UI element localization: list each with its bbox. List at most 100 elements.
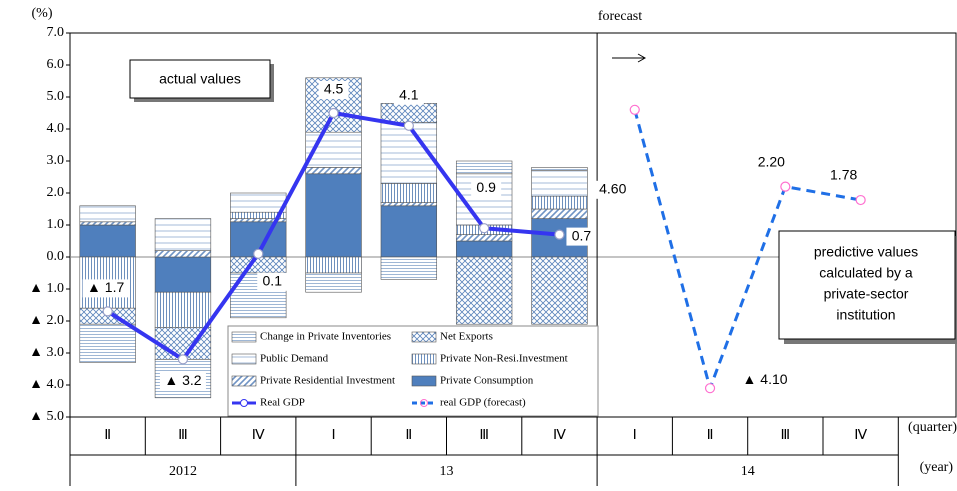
line <box>633 109 861 394</box>
value-label-bg <box>471 179 502 198</box>
value-label: 0.9 <box>476 179 496 195</box>
year-label: 14 <box>741 464 755 479</box>
value-label-bg <box>593 180 632 199</box>
line-marker <box>253 248 264 259</box>
line-marker <box>403 120 414 131</box>
value-label: 4.60 <box>599 181 626 197</box>
line-marker <box>704 383 716 394</box>
value-label: 1.78 <box>830 167 857 183</box>
x-tick-label: Ⅲ <box>479 428 489 443</box>
value-label-bg <box>318 81 349 99</box>
legend-label: Real GDP <box>260 397 305 409</box>
legend-label: Net Exports <box>440 331 493 343</box>
line-marker <box>855 194 866 206</box>
bar-segment <box>455 240 513 258</box>
bar-segment <box>531 256 588 325</box>
line-marker <box>479 223 490 234</box>
actual-annotation: actual values <box>129 59 274 102</box>
legend-marker <box>240 399 248 407</box>
legend-label: real GDP (forecast) <box>440 397 526 409</box>
bar-segment <box>305 272 362 293</box>
bar-segment <box>154 218 212 251</box>
bar-segment <box>79 323 136 363</box>
legend-label: Private Residential Investment <box>260 375 395 387</box>
legend-label: Change in Private Inventories <box>260 331 391 343</box>
y-tick-label: ▲ 3.0 <box>29 345 64 360</box>
x-tick-label: Ⅰ <box>633 428 637 443</box>
y-tick-label: ▲ 4.0 <box>29 377 64 392</box>
value-label-bg <box>738 371 793 390</box>
legend-label: Private Non-Resi.Investment <box>440 353 568 365</box>
legend-marker <box>420 399 428 407</box>
bar-segment <box>305 173 362 258</box>
y-tick-label: 0.0 <box>47 249 65 264</box>
bar-segment <box>531 195 588 210</box>
y-tick-label: 6.0 <box>47 57 65 72</box>
y-tick-label: 5.0 <box>47 89 65 104</box>
line-marker <box>554 229 565 240</box>
annotation-text: predictive values <box>814 244 918 260</box>
x-tick-label: Ⅲ <box>178 428 188 443</box>
x-tick-label: Ⅲ <box>781 428 791 443</box>
value-label: 4.1 <box>399 87 419 103</box>
y-tick-label: 4.0 <box>47 121 65 136</box>
legend-swatch <box>411 375 437 387</box>
bar-segment <box>154 291 212 328</box>
bar-segment <box>305 256 362 274</box>
bar-segment <box>380 202 438 207</box>
bar-segment <box>154 256 212 293</box>
bar-segment <box>380 205 438 258</box>
legend-label: Private Consumption <box>440 375 534 387</box>
x-tick-label: Ⅳ <box>553 428 566 443</box>
annotation-box <box>129 59 271 99</box>
line-marker <box>780 181 791 192</box>
legend-swatch <box>411 331 437 343</box>
annotation-box <box>778 230 956 340</box>
bar-segment <box>230 256 287 274</box>
value-label-bg <box>159 372 206 391</box>
value-label: ▲ 4.10 <box>743 371 788 387</box>
year-axis-label: (year) <box>920 460 954 475</box>
bar-segment <box>380 103 438 123</box>
y-tick-label: 3.0 <box>47 153 65 168</box>
annotation-text: actual values <box>159 71 241 87</box>
bar-segment <box>79 205 136 223</box>
value-label-bg <box>566 227 597 246</box>
bar-segment <box>455 160 513 175</box>
bar-segment <box>531 208 588 219</box>
value-label-bg <box>824 167 863 186</box>
legend-swatch <box>231 375 257 387</box>
bar-segment <box>455 256 513 325</box>
annotation-text: institution <box>836 307 895 323</box>
legend-swatch <box>411 353 437 365</box>
y-tick-label: 1.0 <box>47 217 65 232</box>
bar-segment <box>230 192 287 213</box>
x-tick-label: Ⅱ <box>707 428 714 443</box>
annotation-text: calculated by a <box>819 265 913 281</box>
value-label: ▲ 1.7 <box>87 279 124 295</box>
legend-swatch <box>231 331 257 343</box>
bar-segment <box>380 256 438 280</box>
bar-segment <box>305 167 362 175</box>
x-tick-label: Ⅱ <box>104 428 111 443</box>
x-tick-label: Ⅰ <box>331 428 335 443</box>
x-tick-label: Ⅱ <box>405 428 412 443</box>
bar-segment <box>154 250 212 258</box>
y-unit: (%) <box>32 6 53 21</box>
bar-segment <box>531 170 588 197</box>
year-label: 2012 <box>169 464 197 479</box>
bar-segment <box>531 167 588 171</box>
value-label-bg <box>257 272 288 291</box>
value-label: ▲ 3.2 <box>164 372 201 388</box>
line-marker <box>102 306 113 317</box>
annotation-text: private-sector <box>824 286 909 302</box>
y-tick-label: ▲ 5.0 <box>29 409 64 424</box>
bar-segment <box>79 224 136 258</box>
y-tick-label: 2.0 <box>47 185 65 200</box>
line-marker <box>177 354 189 365</box>
x-tick-label: Ⅳ <box>854 428 867 443</box>
y-tick-label: ▲ 1.0 <box>29 281 64 296</box>
value-label: 4.5 <box>324 81 344 97</box>
line-marker <box>629 104 640 115</box>
